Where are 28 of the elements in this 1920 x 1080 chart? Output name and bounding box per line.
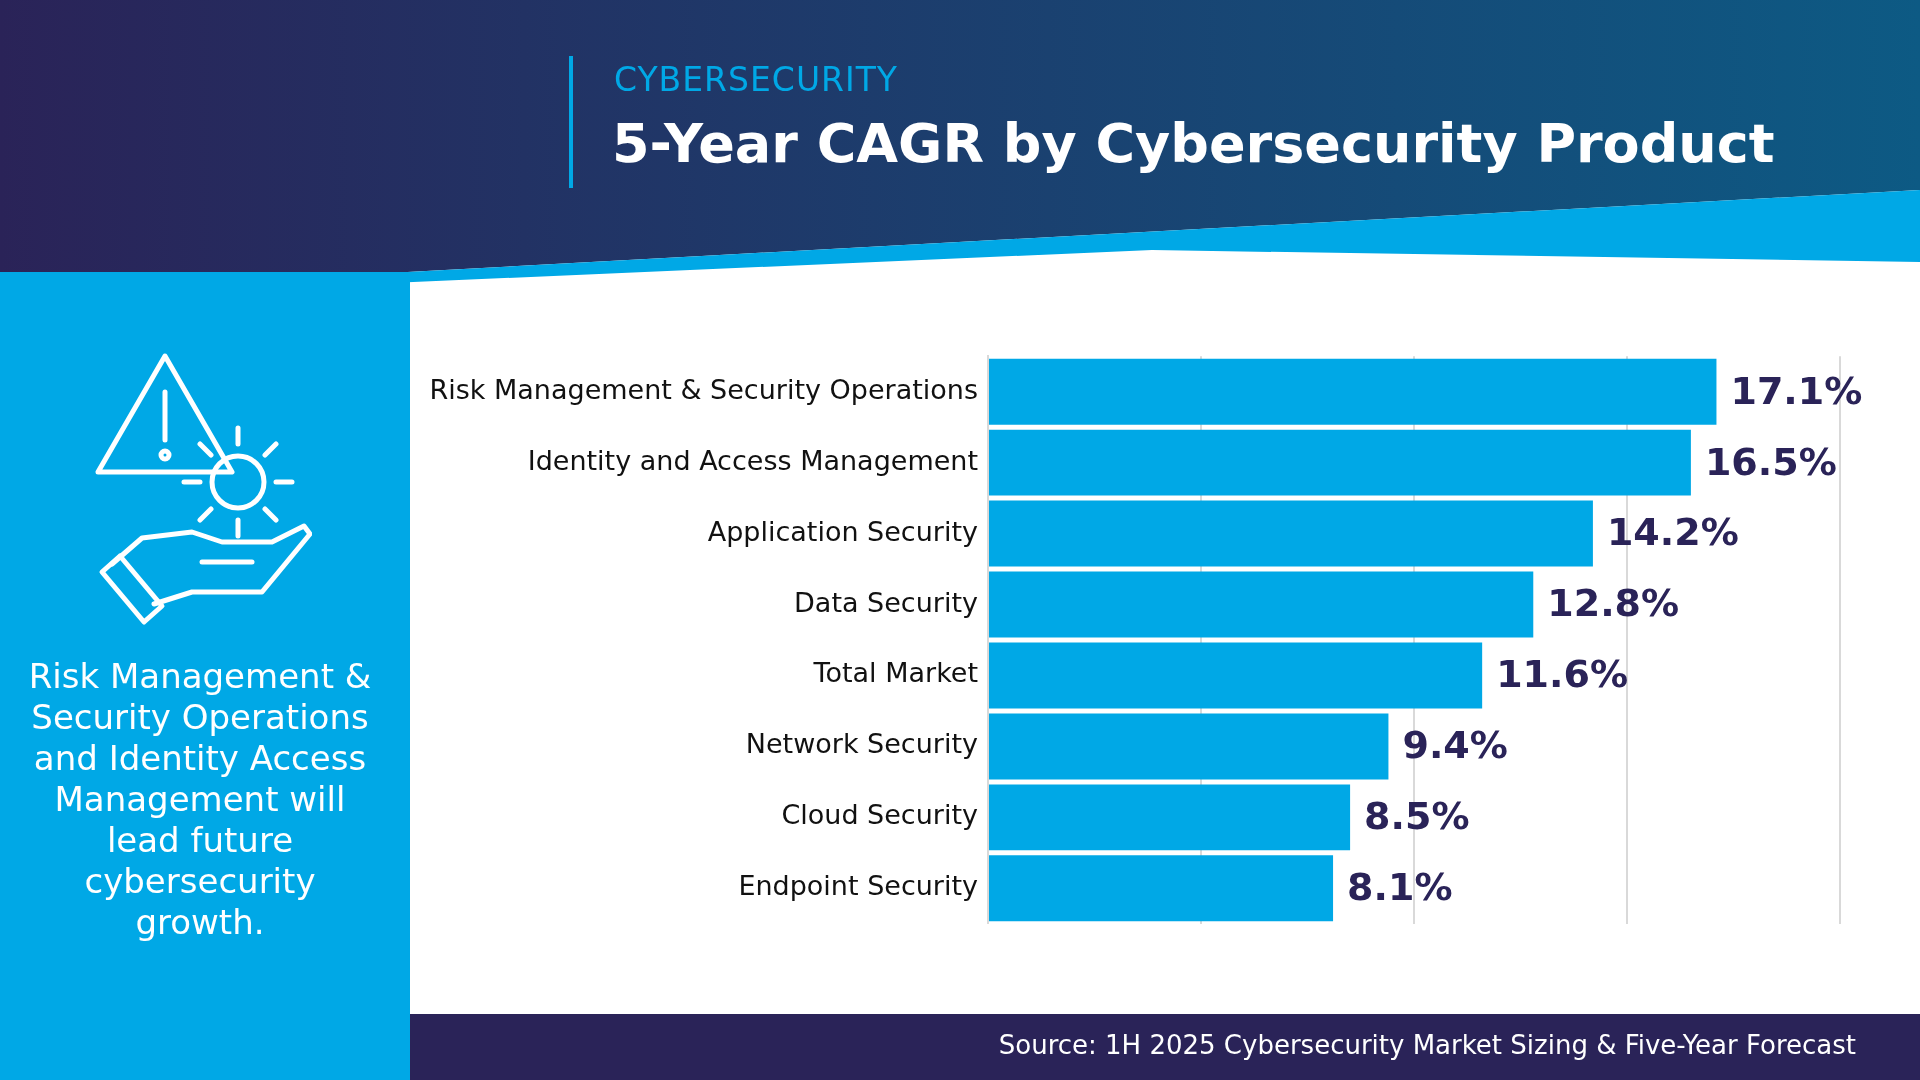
source-note: Source: 1H 2025 Cybersecurity Market Sizing & Five-Year Forecast [998,1030,1856,1060]
data-label: 9.4% [1402,723,1508,768]
data-label: 8.5% [1364,794,1470,839]
y-tick-label: Identity and Access Management [527,444,978,476]
data-label: 14.2% [1606,510,1739,555]
chart-title: 5-Year CAGR by Cybersecurity Product [612,112,1775,175]
data-label: 12.8% [1547,581,1680,626]
chart-subtitle: CYBERSECURITY [614,60,899,99]
y-tick-label: Application Security [707,515,979,547]
bar [989,429,1691,496]
bar [989,784,1351,851]
bar [989,358,1717,425]
y-tick-label: Data Security [794,586,979,618]
bar [989,571,1534,638]
y-tick-label: Total Market [812,657,978,689]
data-label: 8.1% [1347,865,1453,910]
data-label: 11.6% [1496,652,1628,697]
data-label: 16.5% [1704,439,1837,484]
bar [989,500,1593,567]
bar [989,855,1334,922]
y-tick-label: Network Security [745,728,979,760]
y-tick-label: Endpoint Security [738,870,979,902]
y-tick-label: Risk Management & Security Operations [429,373,978,405]
bar [989,642,1483,709]
data-label: 17.1% [1730,368,1863,413]
bar [989,713,1389,780]
y-tick-label: Cloud Security [781,799,979,831]
text: Risk Management & Security Operations and Identity Access Management will lead future cybersecurity growth. [27,656,373,943]
